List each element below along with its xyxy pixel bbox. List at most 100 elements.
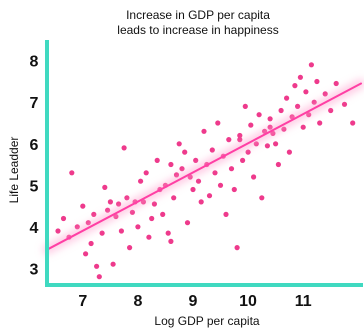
data-point <box>226 137 232 143</box>
data-point <box>212 170 218 176</box>
data-point <box>102 184 108 190</box>
data-point <box>322 91 328 97</box>
x-tick-label: 10 <box>239 293 257 310</box>
data-point <box>228 166 235 172</box>
x-axis-label: Log GDP per capita <box>154 314 260 328</box>
data-point <box>55 228 61 234</box>
data-point <box>154 157 160 163</box>
x-tick-label: 8 <box>133 293 142 310</box>
data-point <box>223 211 229 217</box>
x-tick-label: 7 <box>78 293 87 310</box>
chart-title-line-2: leads to increase in happiness <box>117 23 278 37</box>
data-point <box>83 251 89 257</box>
data-point <box>292 83 298 89</box>
y-tick-label: 8 <box>30 54 39 71</box>
data-point <box>341 101 348 107</box>
data-point <box>237 132 243 139</box>
data-point <box>303 89 309 95</box>
data-point <box>146 234 152 240</box>
data-point <box>176 141 182 147</box>
data-point <box>193 157 199 163</box>
data-point <box>256 112 262 118</box>
data-point <box>248 122 254 128</box>
data-point <box>328 107 334 114</box>
data-point <box>350 120 356 126</box>
data-point <box>80 203 86 209</box>
trendline-group <box>42 79 364 255</box>
data-point <box>206 193 213 199</box>
data-point <box>300 124 306 130</box>
data-point <box>127 245 133 251</box>
data-point <box>94 263 100 269</box>
data-point <box>69 170 75 176</box>
x-tick-labels: 7 8 9 10 11 <box>78 293 311 310</box>
data-point <box>168 238 174 244</box>
data-point <box>195 178 202 184</box>
data-point <box>215 120 221 126</box>
data-point <box>99 230 105 236</box>
data-point <box>107 199 113 205</box>
data-point <box>297 74 303 80</box>
data-point <box>278 107 284 114</box>
data-point <box>171 195 177 201</box>
data-point <box>245 149 251 155</box>
data-point <box>275 161 281 168</box>
data-point <box>317 120 323 126</box>
data-point <box>237 137 243 143</box>
trendline <box>46 82 362 251</box>
data-point <box>116 201 122 207</box>
data-point <box>240 157 246 163</box>
data-point <box>60 215 67 222</box>
data-point <box>259 195 265 201</box>
data-point <box>91 211 97 217</box>
data-point <box>88 240 94 247</box>
data-point <box>182 149 188 155</box>
data-point <box>190 186 196 193</box>
y-tick-label: 4 <box>30 220 39 237</box>
data-point <box>308 62 314 68</box>
data-point <box>143 170 149 176</box>
data-point <box>267 116 273 122</box>
y-tick-label: 7 <box>30 95 39 112</box>
data-point <box>209 147 215 153</box>
x-tick-label: 9 <box>189 293 198 310</box>
chart-title-line-1: Increase in GDP per capita <box>126 8 270 22</box>
y-tick-label: 5 <box>30 178 39 195</box>
data-point <box>284 95 290 101</box>
data-point <box>286 149 292 155</box>
data-point <box>264 143 270 149</box>
data-point <box>138 178 144 184</box>
data-point <box>295 103 301 109</box>
data-point <box>217 182 224 188</box>
data-point <box>184 220 191 226</box>
data-point <box>160 211 166 217</box>
data-point <box>242 103 248 109</box>
y-tick-labels: 3 4 5 6 7 8 <box>30 54 39 279</box>
y-tick-label: 3 <box>30 261 39 278</box>
data-point <box>121 145 127 151</box>
data-point <box>151 201 157 207</box>
x-tick-label: 11 <box>295 293 312 310</box>
data-point <box>314 78 320 85</box>
y-axis-label: Life Leadder <box>7 137 21 204</box>
data-point <box>124 195 130 201</box>
data-point <box>135 224 141 230</box>
data-point <box>129 209 135 215</box>
data-point <box>149 215 155 222</box>
data-point <box>234 245 240 251</box>
data-point <box>273 141 279 147</box>
data-point <box>118 228 124 234</box>
data-point <box>333 80 339 87</box>
data-point <box>96 274 102 280</box>
data-point <box>179 166 185 172</box>
y-tick-label: 6 <box>30 137 39 154</box>
data-point <box>231 186 237 193</box>
data-point <box>201 128 207 134</box>
data-point <box>110 261 116 267</box>
data-point <box>105 207 111 213</box>
data-point <box>198 199 204 205</box>
data-point <box>165 230 171 236</box>
data-point <box>168 161 174 168</box>
